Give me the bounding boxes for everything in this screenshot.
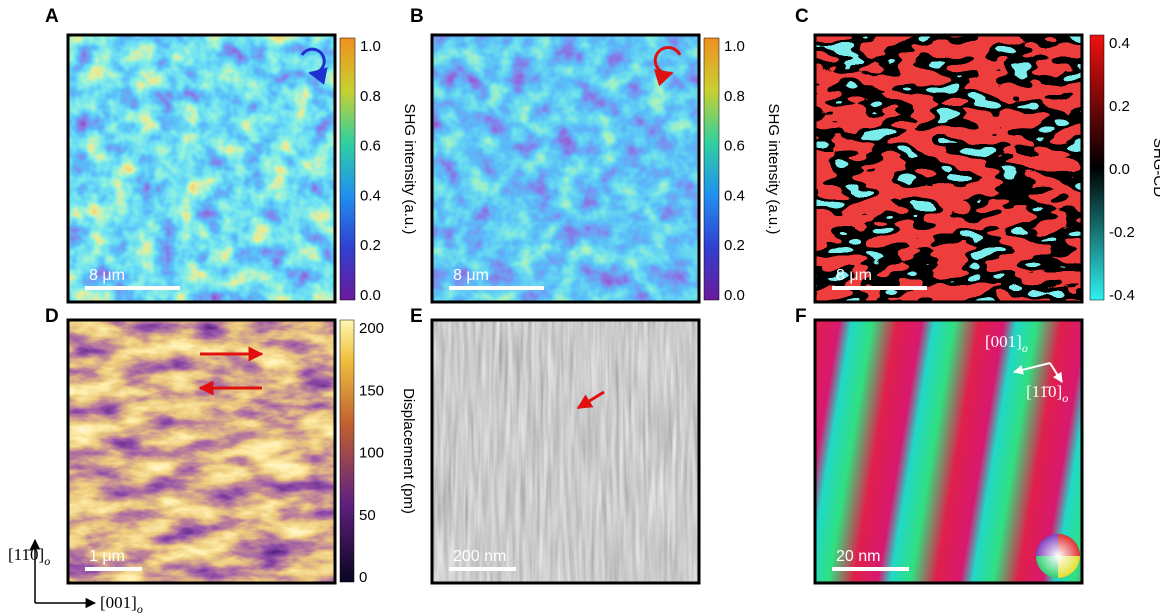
panels: A 8 μm 1.0 0.8 0.6 0.4 0.2 0.0 SHG intensity (a.…: [8, 6, 1160, 615]
panel-label: B: [410, 6, 424, 27]
colorbar-tick-label: 0.8: [360, 88, 381, 105]
direction-subscript: o: [137, 602, 143, 615]
colorbar-tick-label: 50: [359, 507, 376, 524]
panel-border: [813, 33, 1084, 304]
colorbar: [339, 37, 356, 301]
panel-label: F: [795, 306, 807, 327]
colorbar-tick-label: 200: [359, 320, 384, 337]
circular-arrow: [300, 47, 328, 85]
panel-image: [68, 35, 335, 302]
colorbar-tick-label: 0.0: [1109, 161, 1130, 178]
colorbar-tick-label: 0.6: [724, 138, 745, 155]
colorbar-tick-label: -0.4: [1109, 287, 1135, 304]
panel-image: [68, 320, 335, 583]
colorbar-tick-label: -0.2: [1109, 224, 1135, 241]
direction-label: [11̄0]o: [1026, 382, 1068, 405]
colorbar-tick-label: 0.4: [360, 187, 381, 204]
colorbar-tick-label: 0.0: [360, 287, 381, 304]
colorbar-title: SHG-CD: [1150, 138, 1160, 197]
colorbar-tick-label: 0.6: [360, 138, 381, 155]
colorbar: [1089, 34, 1105, 301]
colorbar-title: SHG intensity (a.u.): [765, 104, 782, 235]
direction-text: [11̄0]: [8, 545, 44, 564]
colorbar-tick-label: 0.4: [1109, 35, 1130, 52]
colorbar-tick-label: 100: [359, 445, 384, 462]
direction-subscript: o: [1022, 341, 1028, 355]
panel-image: [432, 320, 699, 583]
panel-label: A: [45, 6, 59, 27]
direction-text: [001]: [985, 332, 1022, 351]
scale-bar-label: 8 μm: [89, 267, 125, 284]
panel-border: [66, 33, 337, 304]
colorbar-tick-label: 0.2: [1109, 98, 1130, 115]
scale-bar-label: 1 μm: [89, 548, 125, 565]
colorbar: [339, 319, 355, 583]
panel-border: [813, 318, 1084, 585]
colorbar-title: Displacement (pm): [400, 388, 417, 514]
panel-label: E: [410, 306, 423, 327]
direction-label: [11̄0]o: [8, 545, 50, 568]
colorbar-tick-label: 0.2: [360, 237, 381, 254]
panel-image: [432, 35, 699, 302]
scale-bar-label: 8 μm: [453, 267, 489, 284]
colorbar-tick-label: 0.2: [724, 237, 745, 254]
scale-bar-label: 200 nm: [453, 548, 506, 565]
panel-border: [430, 33, 701, 304]
direction-label: [001]o: [100, 593, 143, 615]
colorbar-title: SHG intensity (a.u.): [401, 104, 418, 235]
direction-subscript: o: [44, 554, 50, 568]
colorbar-tick-label: 0.4: [724, 187, 745, 204]
panel-border: [66, 318, 337, 585]
colorbar-tick-label: 0: [359, 569, 367, 586]
colorbar-tick-label: 0.0: [724, 287, 745, 304]
panel-image: [815, 320, 1082, 583]
direction-text: [11̄0]: [1026, 382, 1062, 401]
colorbar: [703, 37, 720, 301]
colorbar-tick-label: 0.8: [724, 88, 745, 105]
red-arrow: [576, 390, 605, 410]
color-wheel: [1036, 534, 1080, 578]
panel-label: D: [45, 306, 59, 327]
direction-arrow: [1013, 362, 1051, 375]
direction-arrow: [1049, 362, 1063, 383]
colorbar-tick-label: 150: [359, 382, 384, 399]
scale-bar-label: 8 μm: [836, 267, 872, 284]
panel-label: C: [795, 6, 809, 27]
colorbar-tick-label: 1.0: [724, 38, 745, 55]
scale-bar-label: 20 nm: [836, 548, 880, 565]
direction-label: [001]o: [985, 332, 1028, 355]
panel-image: [815, 35, 1082, 302]
colorbar-tick-label: 1.0: [360, 38, 381, 55]
circular-arrow: [653, 46, 682, 87]
panel-border: [430, 318, 701, 585]
direction-subscript: o: [1062, 391, 1068, 405]
direction-text: [001]: [100, 593, 137, 612]
